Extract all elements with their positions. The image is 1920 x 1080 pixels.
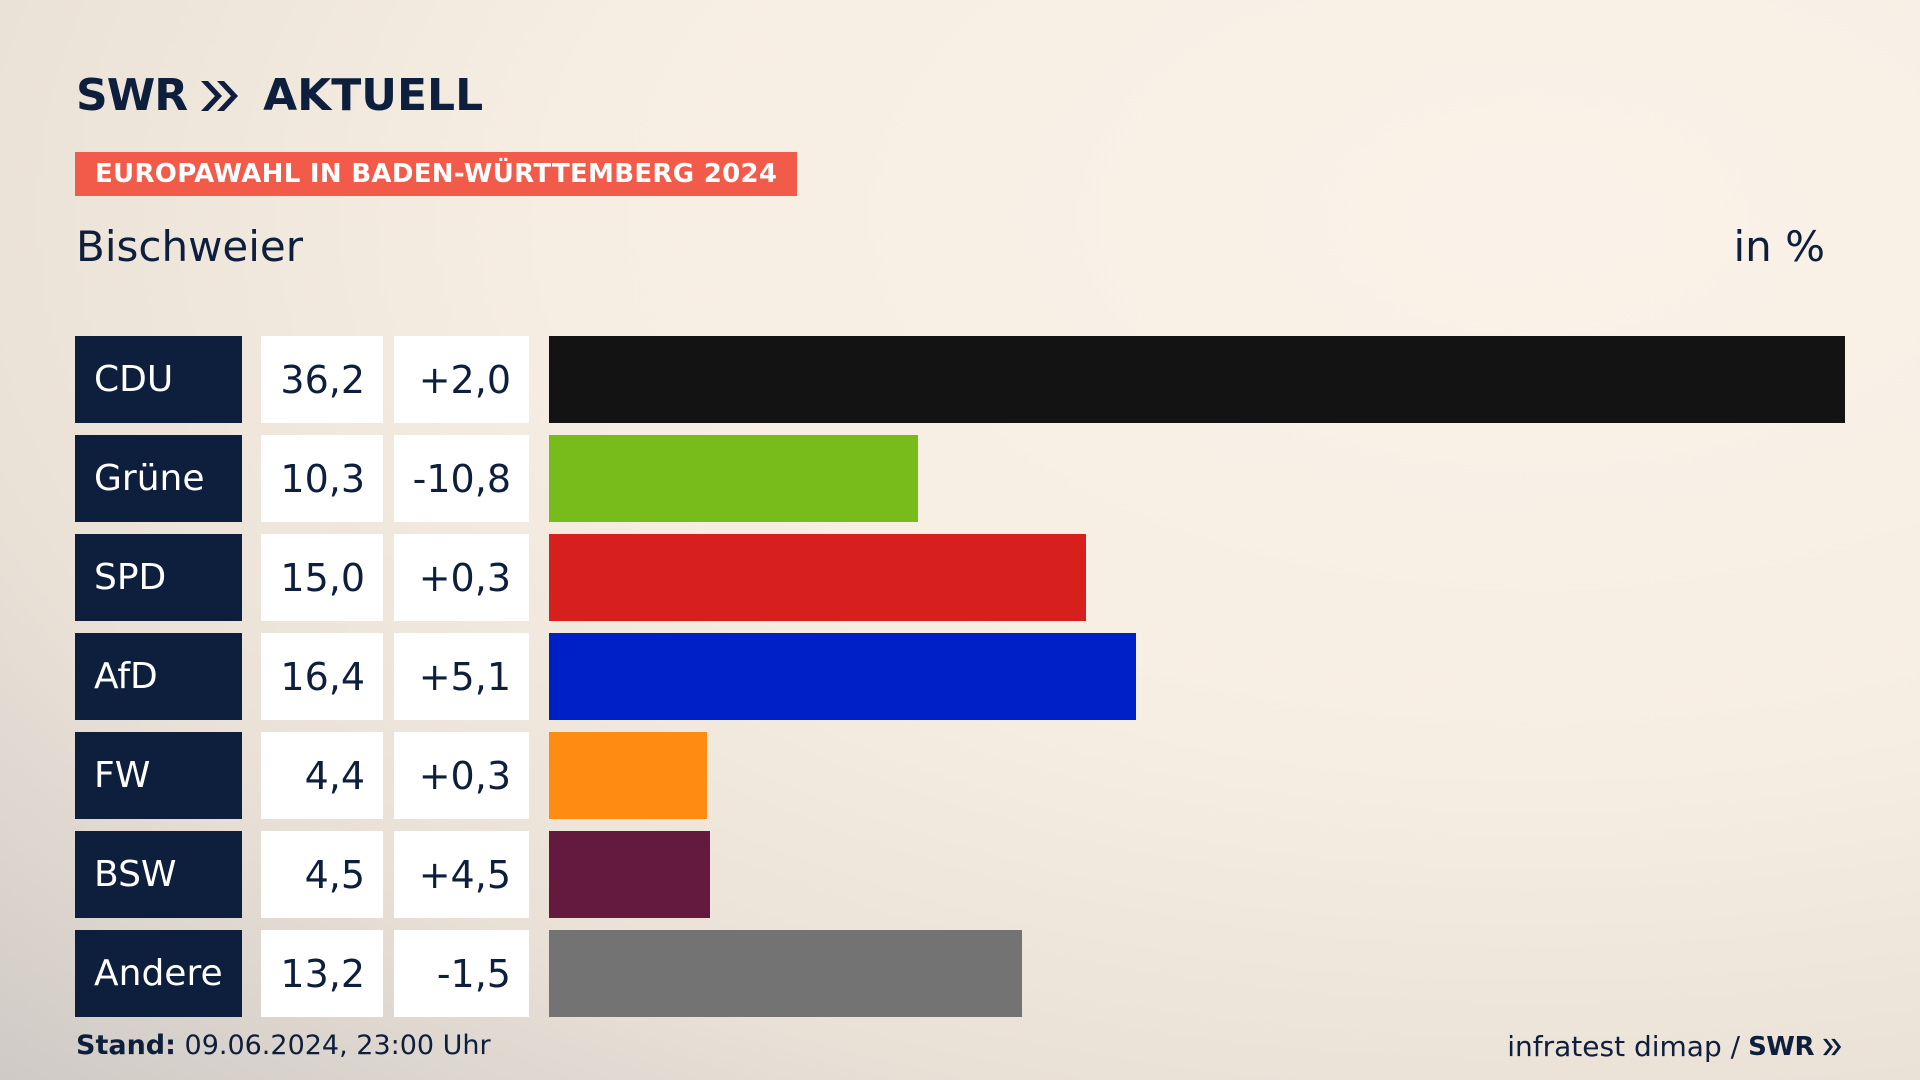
unit-label: in %	[1733, 222, 1825, 271]
bar	[549, 732, 707, 819]
bar	[549, 534, 1086, 621]
result-row: CDU 36,2 +2,0	[75, 336, 1845, 423]
timestamp: Stand: 09.06.2024, 23:00 Uhr	[76, 1030, 491, 1061]
footer-chevron-icon	[1823, 1038, 1842, 1055]
vote-share-label: 10,3	[261, 435, 383, 522]
stand-value: 09.06.2024, 23:00 Uhr	[184, 1030, 491, 1061]
bar	[549, 831, 710, 918]
source-credit: infratest dimap / SWR	[1507, 1030, 1844, 1063]
change-label: +4,5	[394, 831, 529, 918]
bar	[549, 336, 1845, 423]
vote-share-label: 4,5	[261, 831, 383, 918]
party-label: FW	[75, 732, 242, 819]
result-row: Grüne 10,3 -10,8	[75, 435, 1845, 522]
party-label: BSW	[75, 831, 242, 918]
change-label: +0,3	[394, 732, 529, 819]
change-label: -10,8	[394, 435, 529, 522]
vote-share-label: 4,4	[261, 732, 383, 819]
party-label: Grüne	[75, 435, 242, 522]
party-label: Andere	[75, 930, 242, 1017]
logo-brand: SWR	[76, 70, 188, 121]
change-label: +2,0	[394, 336, 529, 423]
bar	[549, 930, 1022, 1017]
bar	[549, 633, 1136, 720]
result-row: SPD 15,0 +0,3	[75, 534, 1845, 621]
vote-share-label: 15,0	[261, 534, 383, 621]
location-title: Bischweier	[76, 222, 304, 271]
source-text: infratest dimap /	[1507, 1030, 1741, 1063]
election-badge: EUROPAWAHL IN BADEN-WÜRTTEMBERG 2024	[75, 152, 798, 196]
bar	[549, 435, 918, 522]
result-row: FW 4,4 +0,3	[75, 732, 1845, 819]
result-row: AfD 16,4 +5,1	[75, 633, 1845, 720]
party-label: AfD	[75, 633, 242, 720]
footer-swr-logo: SWR	[1748, 1031, 1814, 1062]
result-row: BSW 4,5 +4,5	[75, 831, 1845, 918]
stand-label: Stand:	[76, 1030, 176, 1061]
change-label: +5,1	[394, 633, 529, 720]
double-chevron-icon	[201, 80, 239, 111]
change-label: -1,5	[394, 930, 529, 1017]
vote-share-label: 16,4	[261, 633, 383, 720]
swr-aktuell-logo: SWR AKTUELL	[76, 70, 483, 121]
vote-share-label: 13,2	[261, 930, 383, 1017]
change-label: +0,3	[394, 534, 529, 621]
result-row: Andere 13,2 -1,5	[75, 930, 1845, 1017]
party-label: CDU	[75, 336, 242, 423]
vote-share-label: 36,2	[261, 336, 383, 423]
logo-app-name: AKTUELL	[263, 70, 484, 121]
party-label: SPD	[75, 534, 242, 621]
